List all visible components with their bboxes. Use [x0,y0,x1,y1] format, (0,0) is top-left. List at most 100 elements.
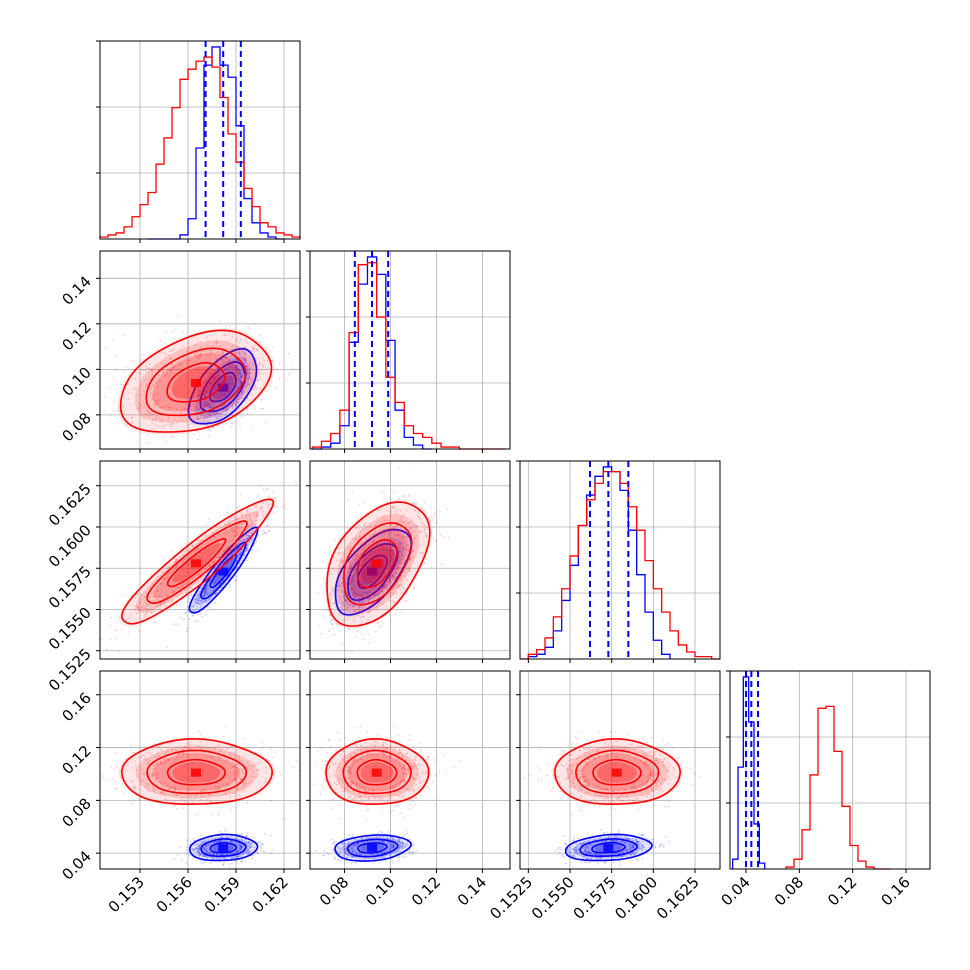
scatter-point [415,525,418,528]
scatter-point [230,354,232,357]
scatter-point [350,768,352,770]
scatter-point [229,840,232,842]
scatter-point [325,780,327,783]
scatter-point [389,545,392,548]
scatter-point [134,605,137,608]
scatter-point [236,850,239,853]
scatter-point [381,520,384,522]
scatter-point [134,787,137,790]
scatter-point [388,592,391,595]
scatter-point [238,384,241,387]
scatter-point [200,355,203,357]
scatter-point [155,763,158,766]
scatter-point [254,523,257,526]
scatter-point [403,846,406,848]
scatter-point [176,364,178,366]
scatter-point [213,747,216,749]
scatter-point [389,553,392,555]
scatter-point [348,584,351,587]
scatter-point [237,371,239,374]
scatter-point [263,360,265,362]
scatter-point [143,758,145,761]
scatter-point [359,601,361,603]
scatter-point [291,367,294,370]
scatter-point [199,389,202,392]
scatter-point [171,367,173,370]
scatter-point [175,756,178,759]
grid-lines [100,671,300,869]
scatter-point [195,405,198,408]
scatter-point [196,752,199,755]
scatter-point [197,387,200,390]
scatter-point [181,586,183,589]
scatter-point [388,789,391,792]
scatter-point [140,384,143,387]
scatter-point [425,759,428,761]
scatter-point [194,409,197,412]
scatter-point [399,562,402,564]
scatter-point [111,777,114,780]
scatter-point [214,587,216,590]
scatter-point [196,430,199,433]
scatter-point [412,502,415,505]
scatter-point [412,550,414,552]
histogram-panel-0 [96,40,301,243]
scatter-point [187,347,190,349]
scatter-point [423,529,426,532]
scatter-point [398,539,401,542]
scatter-point [156,403,159,406]
scatter-point [283,504,285,506]
scatter-point [233,852,235,854]
scatter-point [200,860,202,863]
scatter-point [235,579,238,581]
scatter-point [218,372,221,374]
scatter-point [264,513,267,516]
scatter-point [202,407,205,409]
scatter-point [241,846,243,849]
scatter-point [235,544,238,546]
scatter-point [241,845,244,848]
scatter-point [216,412,218,414]
scatter-point [235,841,237,844]
scatter-point [247,850,250,853]
scatter-point [387,546,390,548]
scatter-point [205,350,207,352]
scatter-point [406,567,409,570]
scatter-point [202,855,205,858]
scatter-point [338,851,341,854]
scatter-point [392,845,395,848]
scatter-point [197,438,200,441]
scatter-point [224,523,227,526]
scatter-point [197,593,200,596]
scatter-point [352,849,355,852]
scatter-point [394,849,397,852]
scatter-point [265,766,267,769]
scatter-point [269,834,272,837]
scatter-point [231,528,233,530]
scatter-point [353,839,356,841]
scatter-point [192,397,194,400]
scatter-point [407,551,409,553]
scatter-point [195,594,197,597]
scatter-point [333,858,336,860]
scatter-point [339,538,342,540]
scatter-point [130,404,132,406]
scatter-point [268,495,271,497]
scatter-point [413,762,416,765]
scatter-point [342,843,345,846]
scatter-point [388,581,390,584]
scatter-point [230,425,233,428]
scatter-point [400,792,403,795]
scatter-point [388,854,391,857]
scatter-point [378,589,381,592]
scatter-point [170,435,173,438]
scatter-point [355,592,358,595]
scatter-point [171,749,174,752]
scatter-point [383,532,386,535]
scatter-point [239,539,242,541]
scatter-point [161,570,164,573]
scatter-point [389,530,392,533]
x-tick-label: 0.08 [771,873,807,909]
scatter-point [219,830,222,833]
scatter-point [245,853,248,855]
